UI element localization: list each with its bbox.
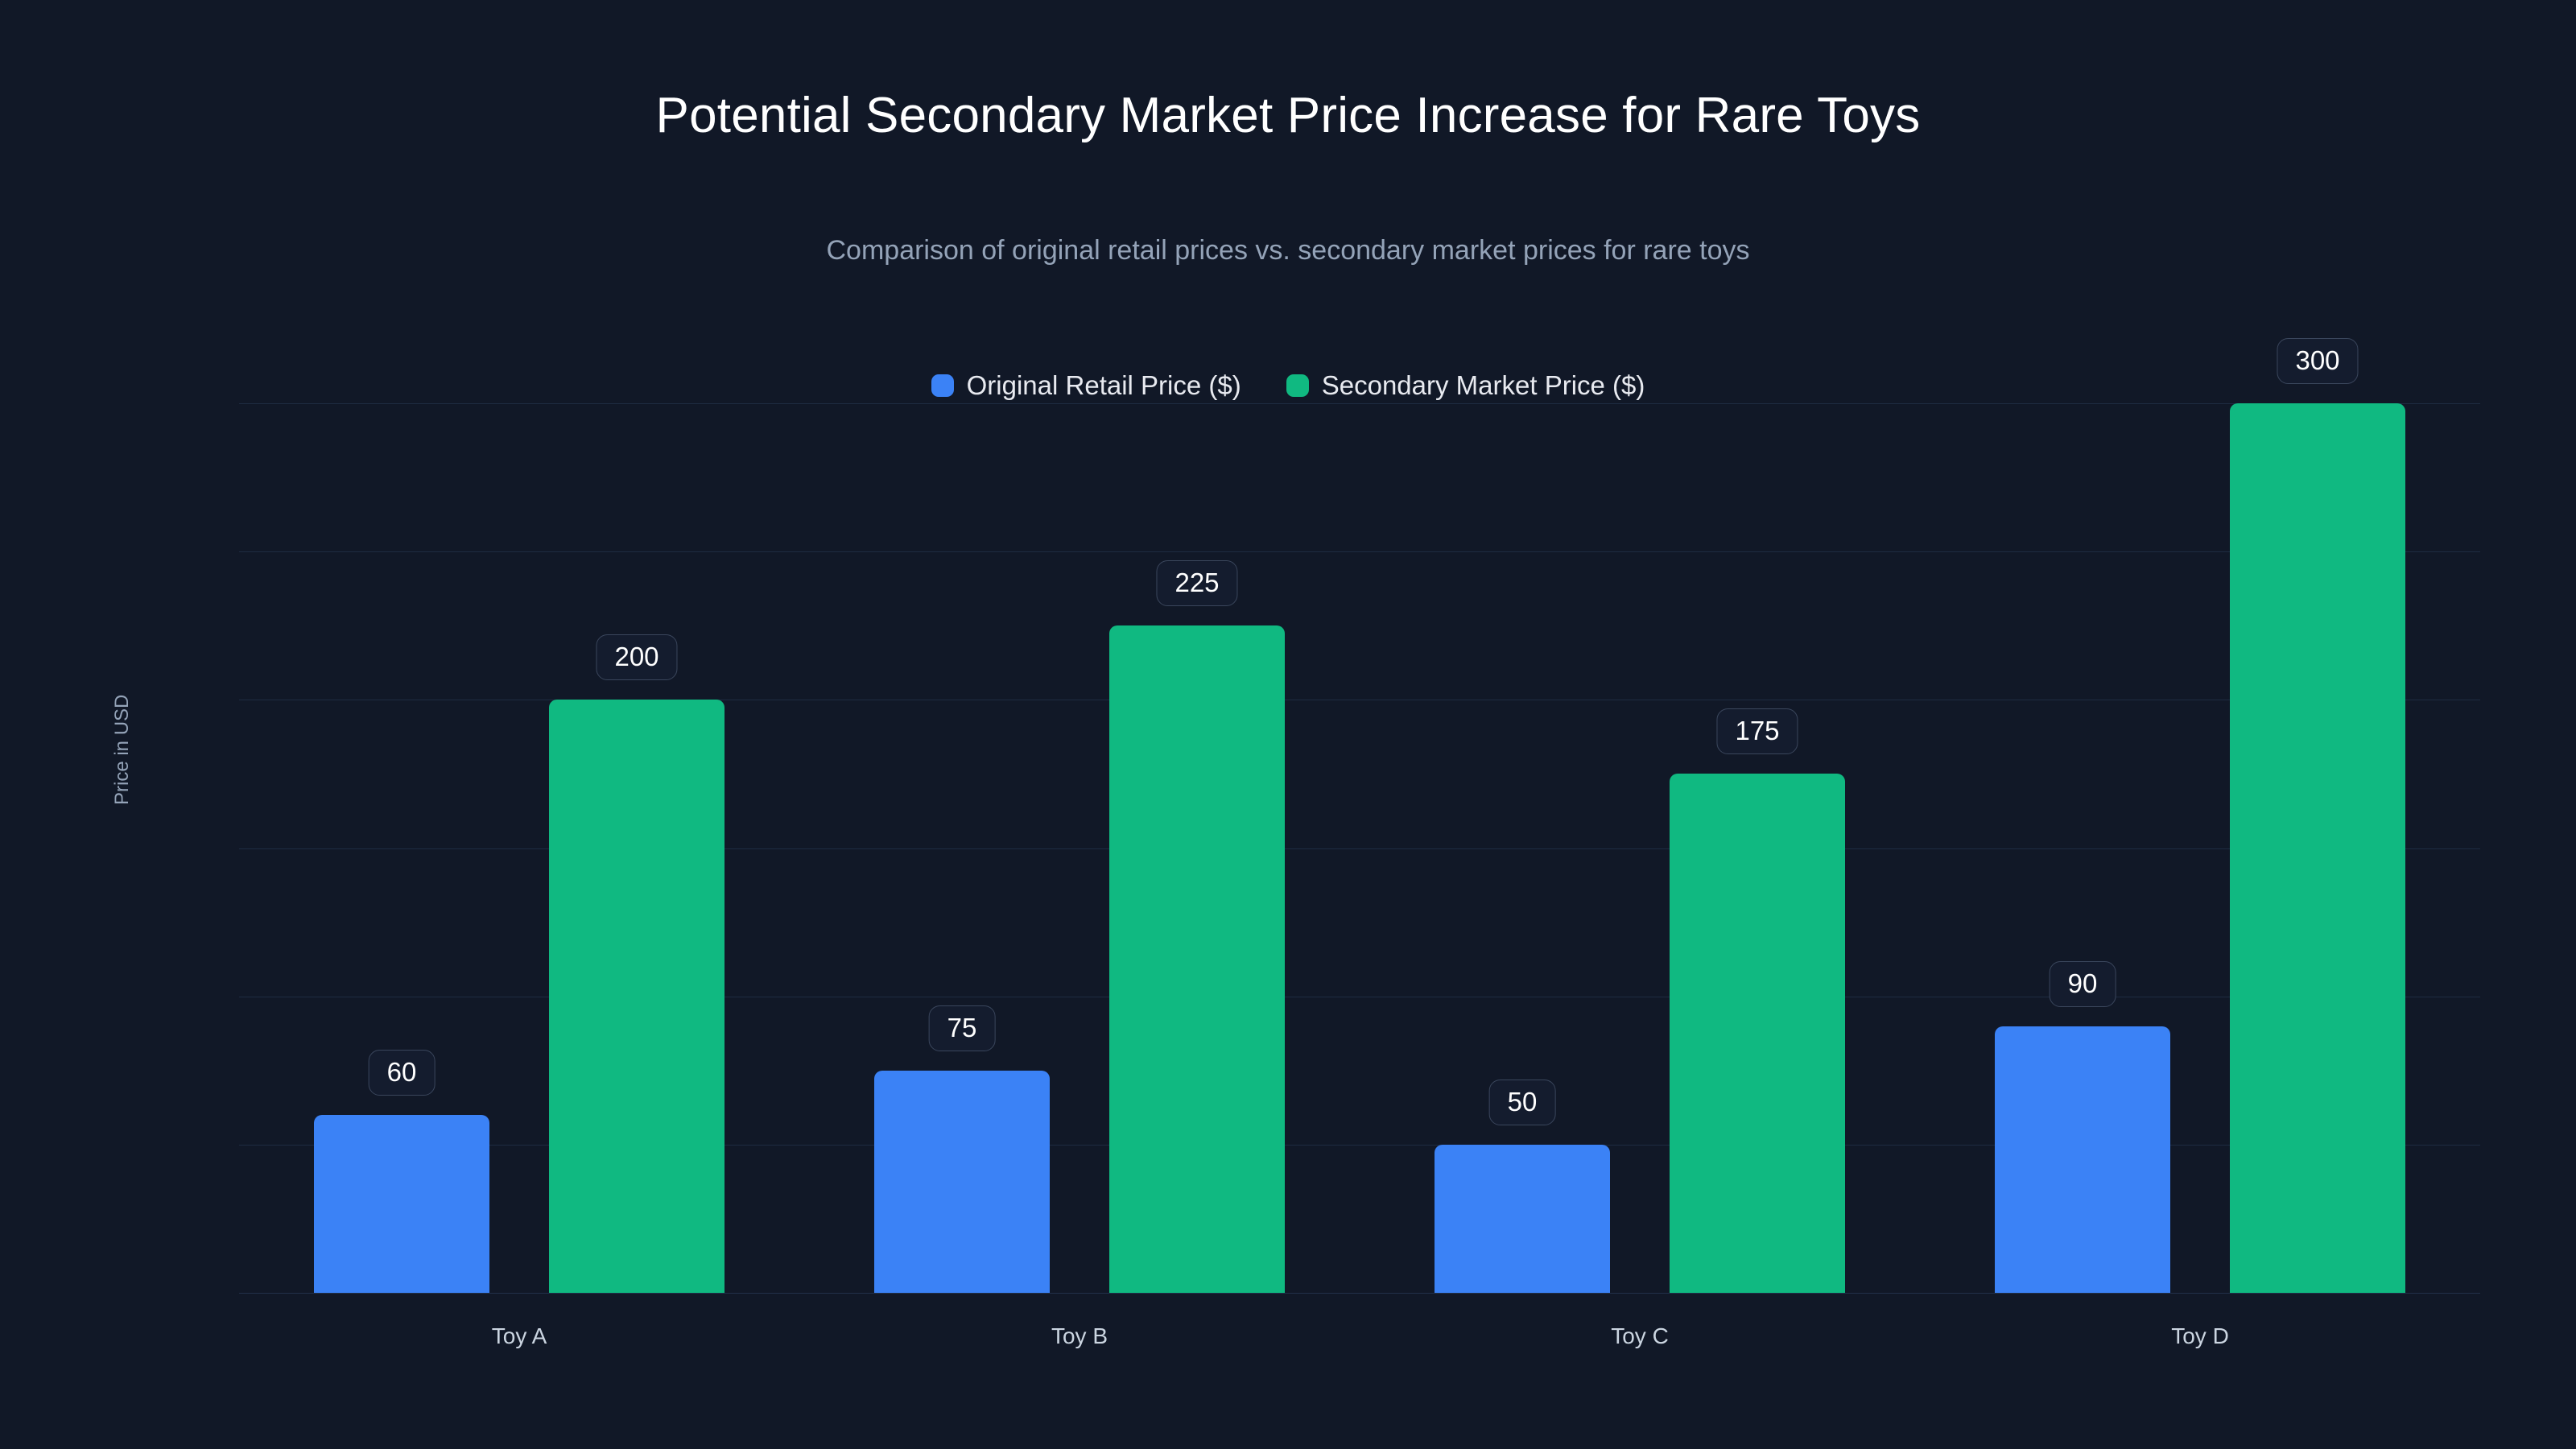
bar-toy-c-series-1[interactable]: [1670, 774, 1845, 1293]
bar-toy-b-series-0[interactable]: [874, 1070, 1050, 1293]
data-label-badge: 225: [1156, 560, 1238, 607]
data-label-badge: 50: [1488, 1079, 1556, 1125]
bar-toy-a-series-0[interactable]: [314, 1115, 489, 1293]
legend-swatch-icon: [931, 374, 954, 397]
chart-subtitle: Comparison of original retail prices vs.…: [826, 235, 1750, 266]
gridline: [239, 1144, 2480, 1146]
bar-toy-b-series-1[interactable]: [1109, 625, 1285, 1293]
bar-toy-c-series-0[interactable]: [1435, 1144, 1610, 1293]
x-axis-tick-label: Toy C: [1611, 1323, 1669, 1348]
x-axis-tick-label: Toy A: [491, 1323, 547, 1348]
legend-item-label: Secondary Market Price ($): [1321, 370, 1645, 400]
data-label-badge: 90: [2049, 960, 2116, 1007]
chart-title: Potential Secondary Market Price Increas…: [655, 88, 1921, 143]
legend-item-1[interactable]: Secondary Market Price ($): [1286, 370, 1645, 401]
data-label-badge: 200: [596, 634, 678, 681]
legend-swatch-icon: [1286, 374, 1309, 397]
data-label-badge: 75: [928, 1005, 996, 1051]
bar-toy-d-series-0[interactable]: [1995, 1026, 2170, 1293]
gridline: [239, 1293, 2480, 1294]
legend-item-0[interactable]: Original Retail Price ($): [931, 370, 1241, 401]
gridline: [239, 403, 2480, 404]
gridline: [239, 551, 2480, 553]
x-axis-tick-label: Toy D: [2171, 1323, 2229, 1348]
data-label-badge: 175: [1716, 708, 1798, 755]
bar-toy-d-series-1[interactable]: [2230, 403, 2405, 1293]
bar-toy-a-series-1[interactable]: [549, 700, 724, 1293]
data-label-badge: 60: [368, 1050, 436, 1096]
x-axis-tick-label: Toy B: [1051, 1323, 1108, 1348]
data-label-badge: 300: [2277, 338, 2359, 384]
chart-legend: Original Retail Price ($) Secondary Marke…: [0, 370, 2576, 401]
y-axis-title: Price in USD: [111, 694, 133, 805]
gridline: [239, 848, 2480, 849]
legend-item-label: Original Retail Price ($): [966, 370, 1241, 400]
